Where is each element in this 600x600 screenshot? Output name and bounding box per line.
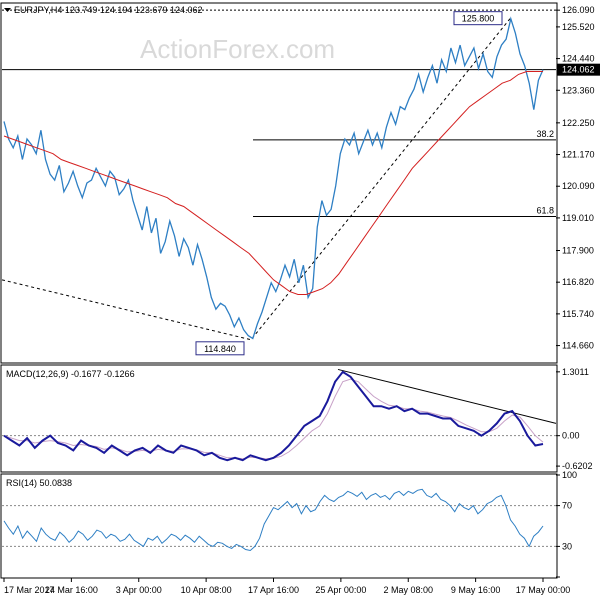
- x-tick-label: 10 Apr 08:00: [181, 585, 232, 595]
- high-price-label-box: [453, 11, 503, 26]
- price-y-tick-label: 125.520: [562, 22, 595, 32]
- low-price-label-box: [195, 341, 245, 356]
- x-tick-label: 24 Mar 16:00: [45, 585, 98, 595]
- x-tick-label: 9 May 16:00: [451, 585, 501, 595]
- price-y-tick-label: 126.090: [562, 5, 595, 15]
- rsi-y-tick-label: 100: [562, 470, 577, 480]
- macd-panel-header: MACD(12,26,9) -0.1677 -0.1266: [6, 369, 135, 379]
- rsi-line: [3, 488, 544, 552]
- x-tick-label: 25 Apr 00:00: [315, 585, 366, 595]
- macd-y-tick-label: 0.00: [562, 431, 580, 441]
- moving-average-line: [3, 71, 543, 295]
- price-y-tick-label: 122.250: [562, 118, 595, 128]
- watermark: ActionForex.com: [140, 34, 335, 64]
- price-y-tick-label: 116.820: [562, 277, 594, 287]
- x-tick-label: 17 May 00:00: [516, 585, 571, 595]
- low-price-label: 114.840: [204, 344, 236, 354]
- rsi-panel-frame: [0, 473, 558, 579]
- fib-level-label: 38.2: [536, 129, 554, 139]
- rsi-panel-header: RSI(14) 50.0838: [6, 478, 72, 488]
- price-y-tick-label: 114.660: [562, 341, 594, 351]
- price-y-tick-label: 115.740: [562, 309, 594, 319]
- macd-line: [3, 370, 544, 462]
- current-price-tag: 124.062: [562, 65, 595, 75]
- price-panel: 126.090 125.520 124.440 123.360 122.250 121.1…: [1, 5, 600, 356]
- rsi-y-tick-label: 30: [562, 541, 572, 551]
- price-y-tick-label: 119.010: [562, 213, 594, 223]
- high-price-label: 125.800: [462, 14, 495, 24]
- macd-y-tick-label: -0.6202: [562, 461, 593, 471]
- fib-level-label: 61.8: [536, 205, 554, 215]
- price-y-tick-label: 123.360: [562, 85, 595, 95]
- dropdown-triangle-icon: [4, 8, 11, 12]
- macd-y-tick-label: 1.3011: [562, 367, 589, 377]
- x-tick-label: 3 Apr 00:00: [116, 585, 162, 595]
- price-y-tick-label: 117.900: [562, 245, 594, 255]
- channel-dashed-line: [1, 279, 253, 341]
- macd-panel: 1.3011 0.00 -0.6202: [2, 367, 593, 471]
- price-panel-header: EURJPY,H4 123.749 124.194 123.679 124.06…: [14, 5, 203, 15]
- x-tick-label: 17 Mar 2017: [4, 585, 55, 595]
- x-tick-label: 17 Apr 16:00: [248, 585, 299, 595]
- macd-panel-frame: [0, 364, 558, 473]
- price-y-tick-label: 120.090: [562, 181, 595, 191]
- rising-dashed-trendline: [251, 18, 511, 339]
- current-price-tag-bg: [557, 63, 600, 76]
- price-line: [3, 16, 544, 340]
- rsi-y-tick-label: 70: [562, 501, 572, 511]
- x-tick-label: 2 May 08:00: [383, 585, 433, 595]
- price-y-tick-label: 124.440: [562, 54, 595, 64]
- macd-trendline: [337, 368, 557, 424]
- rsi-panel: 100 70 30: [2, 470, 577, 578]
- price-y-tick-label: 121.170: [562, 150, 595, 160]
